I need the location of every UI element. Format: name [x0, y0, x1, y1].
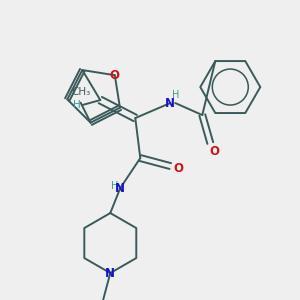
Text: N: N	[105, 267, 115, 280]
Text: N: N	[165, 97, 175, 110]
Text: CH₃: CH₃	[71, 87, 90, 97]
Text: O: O	[173, 162, 183, 175]
Text: N: N	[115, 182, 125, 195]
Text: H: H	[74, 100, 81, 110]
Text: H: H	[111, 181, 118, 191]
Text: O: O	[209, 145, 219, 158]
Text: O: O	[110, 69, 120, 82]
Text: H: H	[172, 90, 180, 100]
